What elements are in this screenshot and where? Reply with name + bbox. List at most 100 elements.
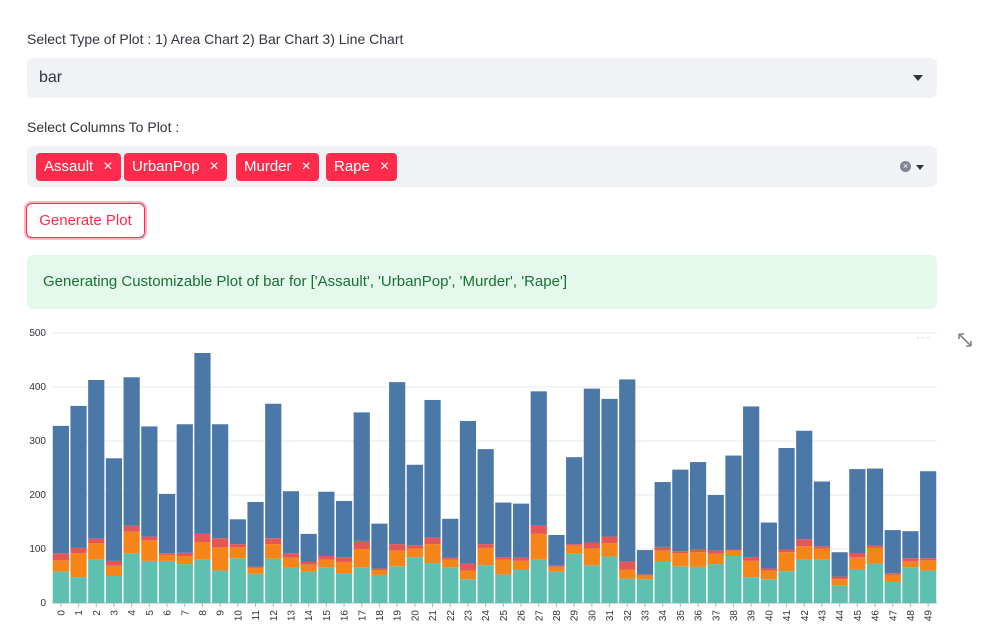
bar-segment-rape	[743, 577, 760, 603]
bar-segment-urbanpop	[672, 551, 689, 554]
x-tick-label: 23	[463, 610, 474, 622]
bar-segment-murder	[866, 547, 884, 564]
tag-murder: Murder ×	[236, 153, 319, 181]
bar-segment-murder	[300, 564, 317, 572]
chevron-down-icon[interactable]	[913, 75, 923, 81]
x-tick-label: 9	[216, 610, 227, 616]
columns-multiselect[interactable]: Assault × UrbanPop × Murder × Rape × ×	[27, 146, 937, 187]
bar-segment-urbanpop	[689, 549, 707, 553]
x-tick-label: 6	[163, 610, 174, 616]
y-tick-label: 0	[40, 598, 46, 609]
bar-segment-urbanpop	[406, 545, 423, 549]
bar-segment-rape	[654, 561, 671, 603]
bar-segment-murder	[229, 547, 246, 559]
bar-segment-rape	[689, 566, 707, 603]
bar-segment-urbanpop	[353, 540, 370, 549]
tag-assault: Assault ×	[36, 153, 121, 181]
bar-segment-murder	[495, 559, 512, 575]
bar-segment-rape	[88, 559, 105, 603]
bar-segment-urbanpop	[335, 557, 353, 562]
x-tick-label: 30	[587, 610, 598, 622]
x-tick-label: 28	[552, 610, 563, 622]
bar-segment-urbanpop	[760, 568, 777, 571]
bar-segment-murder	[123, 531, 140, 554]
bar-segment-murder	[813, 548, 831, 560]
bar-segment-assault	[707, 495, 724, 551]
bar-segment-assault	[247, 502, 264, 567]
bar-segment-rape	[141, 560, 158, 603]
bar-segment-murder	[353, 549, 370, 568]
x-tick-label: 46	[871, 610, 882, 622]
bar-segment-urbanpop	[88, 538, 105, 544]
bar-segment-rape	[247, 573, 264, 603]
bar-segment-urbanpop	[548, 565, 565, 567]
x-tick-label: 41	[782, 610, 793, 622]
bar-segment-murder	[831, 579, 848, 586]
bar-segment-murder	[247, 567, 264, 574]
chevron-down-icon[interactable]	[916, 165, 924, 170]
x-tick-label: 26	[517, 610, 528, 622]
bar-segment-murder	[654, 550, 671, 562]
bar-segment-murder	[601, 543, 618, 557]
x-tick-label: 20	[410, 610, 421, 622]
bar-segment-assault	[389, 382, 406, 545]
x-tick-label: 39	[747, 610, 758, 622]
remove-tag-icon[interactable]: ×	[209, 158, 219, 175]
bar-segment-murder	[282, 557, 300, 568]
bar-segment-murder	[459, 570, 477, 580]
bar-segment-assault	[176, 424, 193, 553]
x-tick-label: 15	[322, 610, 333, 622]
bar-segment-murder	[158, 554, 176, 561]
bar-segment-murder	[105, 565, 123, 576]
bar-segment-urbanpop	[52, 553, 69, 561]
columns-label: Select Columns To Plot :	[27, 119, 180, 135]
bar-segment-assault	[442, 518, 459, 558]
bar-segment-rape	[459, 579, 477, 603]
bar-segment-rape	[389, 566, 406, 603]
x-tick-label: 7	[180, 610, 191, 616]
bar-segment-urbanpop	[530, 525, 547, 534]
bar-segment-assault	[194, 352, 211, 534]
bar-segment-urbanpop	[884, 573, 901, 575]
bar-segment-murder	[884, 574, 901, 582]
bar-segment-urbanpop	[158, 553, 176, 555]
x-tick-label: 11	[251, 610, 262, 621]
clear-all-icon[interactable]: ×	[900, 161, 911, 172]
bar-segment-rape	[512, 569, 530, 603]
bar-segment-urbanpop	[212, 538, 229, 548]
bar-segment-rape	[778, 571, 795, 603]
bar-segment-murder	[389, 550, 406, 567]
bar-segment-murder	[920, 560, 937, 571]
bar-segment-urbanpop	[920, 558, 937, 561]
bar-segment-rape	[672, 566, 689, 603]
bar-segment-assault	[884, 530, 901, 574]
bar-segment-urbanpop	[282, 553, 300, 558]
bar-segment-rape	[866, 563, 884, 603]
remove-tag-icon[interactable]: ×	[103, 158, 113, 175]
x-tick-label: 38	[729, 610, 740, 622]
bar-segment-assault	[548, 534, 565, 566]
bar-segment-rape	[813, 559, 831, 603]
remove-tag-icon[interactable]: ×	[379, 158, 390, 175]
bar-segment-murder	[760, 570, 777, 580]
generate-plot-button[interactable]: Generate Plot	[26, 203, 145, 238]
bar-segment-rape	[849, 568, 866, 603]
bar-segment-assault	[601, 398, 618, 537]
bar-segment-assault	[158, 493, 176, 554]
x-tick-label: 36	[694, 610, 705, 622]
chart-menu-icon[interactable]: ···	[916, 330, 931, 344]
bar-segment-rape	[300, 571, 317, 603]
bar-segment-murder	[796, 546, 813, 560]
bar-segment-urbanpop	[442, 557, 459, 560]
bar-segment-rape	[760, 579, 777, 603]
x-tick-label: 24	[481, 610, 492, 622]
bar-segment-rape	[424, 563, 441, 603]
remove-tag-icon[interactable]: ×	[301, 158, 311, 175]
x-tick-label: 48	[906, 610, 917, 622]
bar-segment-urbanpop	[831, 576, 848, 580]
bar-segment-rape	[619, 578, 636, 603]
plot-type-select[interactable]: bar	[27, 58, 937, 98]
bar-segment-rape	[406, 557, 423, 603]
x-tick-label: 3	[109, 610, 120, 616]
fullscreen-icon[interactable]	[957, 332, 973, 348]
